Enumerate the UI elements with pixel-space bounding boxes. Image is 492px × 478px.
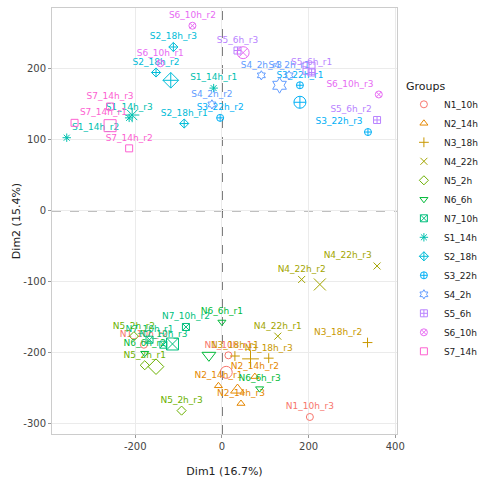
svg-text:S6_10h_r1: S6_10h_r1 xyxy=(137,48,184,58)
svg-text:S1_14h: S1_14h xyxy=(444,233,477,243)
svg-text:S6_10h_r3: S6_10h_r3 xyxy=(326,79,373,89)
svg-text:S2_18h_r3: S2_18h_r3 xyxy=(150,31,197,41)
svg-text:S5_6h_r2: S5_6h_r2 xyxy=(330,104,371,114)
svg-text:S5_6h_r1: S5_6h_r1 xyxy=(291,57,332,67)
svg-text:N2_14h_r3: N2_14h_r3 xyxy=(217,388,265,398)
svg-text:N6_6h_r2: N6_6h_r2 xyxy=(124,338,166,348)
svg-text:N3_18h: N3_18h xyxy=(444,138,478,148)
svg-text:S2_18h_r1: S2_18h_r1 xyxy=(161,108,208,118)
svg-text:N4_22h_r1: N4_22h_r1 xyxy=(254,321,302,331)
svg-text:N2_14h: N2_14h xyxy=(444,119,478,129)
svg-text:S2_18h_r2: S2_18h_r2 xyxy=(133,57,180,67)
svg-text:Dim1 (16.7%): Dim1 (16.7%) xyxy=(186,465,262,478)
svg-text:N4_22h_r3: N4_22h_r3 xyxy=(324,250,372,260)
svg-text:N6_6h_r1: N6_6h_r1 xyxy=(201,306,243,316)
svg-text:0: 0 xyxy=(40,205,46,216)
svg-text:S7_14h_r3: S7_14h_r3 xyxy=(87,91,134,101)
svg-text:S1_14h_r1: S1_14h_r1 xyxy=(190,72,237,82)
svg-text:N4_22h_r2: N4_22h_r2 xyxy=(278,264,326,274)
svg-text:N3_18h_r1: N3_18h_r1 xyxy=(211,340,259,350)
svg-text:S4_2h_r3: S4_2h_r3 xyxy=(241,60,282,70)
svg-text:S5_6h_r3: S5_6h_r3 xyxy=(217,35,258,45)
svg-text:N2_14h_r1: N2_14h_r1 xyxy=(194,370,242,380)
svg-text:S6_10h_r2: S6_10h_r2 xyxy=(169,10,216,20)
svg-text:-100: -100 xyxy=(23,276,46,287)
svg-text:N5_2h_r1: N5_2h_r1 xyxy=(124,350,166,360)
svg-text:N3_18h_r2: N3_18h_r2 xyxy=(314,327,362,337)
svg-text:200: 200 xyxy=(299,441,318,452)
svg-text:N1_10h_r1: N1_10h_r1 xyxy=(204,340,252,350)
svg-text:N1_10h_r3: N1_10h_r3 xyxy=(286,401,334,411)
svg-text:N1_10h: N1_10h xyxy=(444,100,478,110)
svg-text:Dim2 (15.4%): Dim2 (15.4%) xyxy=(10,183,23,259)
svg-text:N7_10h_r1: N7_10h_r1 xyxy=(125,324,173,334)
svg-text:N2_14h_r2: N2_14h_r2 xyxy=(231,361,279,371)
svg-text:N4_22h: N4_22h xyxy=(444,157,478,167)
svg-text:N7_10h: N7_10h xyxy=(444,214,478,224)
svg-text:N7_10h_r3: N7_10h_r3 xyxy=(139,329,187,339)
svg-text:S3_22h_r1: S3_22h_r1 xyxy=(276,70,323,80)
svg-text:N3_18h_r3: N3_18h_r3 xyxy=(245,343,293,353)
svg-text:N6_6h_r3: N6_6h_r3 xyxy=(238,373,280,383)
svg-text:S4_2h_r2: S4_2h_r2 xyxy=(191,89,232,99)
svg-text:N7_10h_r2: N7_10h_r2 xyxy=(162,311,210,321)
svg-text:S6_10h: S6_10h xyxy=(444,328,477,338)
svg-text:S5_6h: S5_6h xyxy=(444,309,471,319)
svg-text:S1_14h_r3: S1_14h_r3 xyxy=(106,102,153,112)
svg-text:-300: -300 xyxy=(23,418,46,429)
svg-text:N5_2h: N5_2h xyxy=(444,176,472,186)
svg-text:S7_14h_r1: S7_14h_r1 xyxy=(80,107,127,117)
svg-text:S3_22h_r2: S3_22h_r2 xyxy=(197,102,244,112)
svg-text:Groups: Groups xyxy=(406,80,445,93)
svg-text:N5_2h_r2: N5_2h_r2 xyxy=(113,321,155,331)
svg-text:100: 100 xyxy=(27,134,46,145)
svg-text:-200: -200 xyxy=(124,441,147,452)
svg-text:N1_10h_r2: N1_10h_r2 xyxy=(120,329,168,339)
svg-text:N5_2h_r3: N5_2h_r3 xyxy=(160,395,202,405)
svg-text:N6_6h: N6_6h xyxy=(444,195,472,205)
svg-text:200: 200 xyxy=(27,63,46,74)
svg-text:S3_22h: S3_22h xyxy=(444,271,477,281)
svg-text:S1_14h_r2: S1_14h_r2 xyxy=(72,122,119,132)
svg-text:S4_2h: S4_2h xyxy=(444,290,471,300)
svg-text:-200: -200 xyxy=(23,347,46,358)
svg-text:S4_2h_r1: S4_2h_r1 xyxy=(268,60,309,70)
svg-text:S7_14h: S7_14h xyxy=(444,347,477,357)
svg-text:S3_22h_r3: S3_22h_r3 xyxy=(316,116,363,126)
svg-text:400: 400 xyxy=(386,441,405,452)
svg-text:0: 0 xyxy=(219,441,225,452)
svg-text:S7_14h_r2: S7_14h_r2 xyxy=(106,133,153,143)
svg-text:S2_18h: S2_18h xyxy=(444,252,477,262)
